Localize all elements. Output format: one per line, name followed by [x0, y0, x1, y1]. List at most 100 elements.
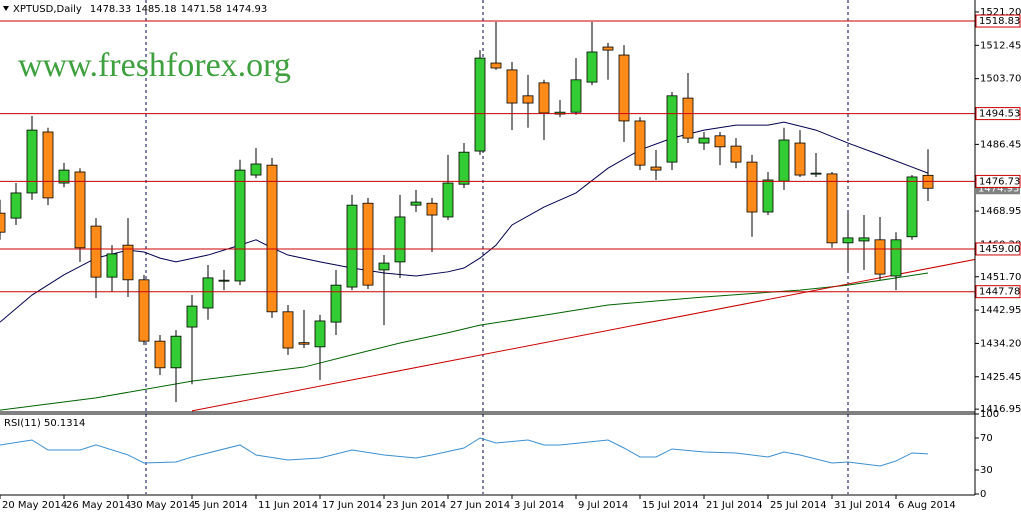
candle-body [858, 237, 870, 242]
open-value: 1478.33 [90, 4, 131, 15]
x-tick-label: 30 May 2014 [130, 500, 195, 511]
candle-body [26, 129, 38, 194]
rsi-panel [0, 414, 929, 494]
current-price-label: 1474.93 [978, 183, 1019, 194]
close-value: 1474.93 [226, 4, 267, 15]
y-tick-label: 1521.20 [980, 7, 1021, 18]
high-value: 1485.18 [135, 4, 176, 15]
candle-body [666, 95, 678, 163]
candle-body [90, 225, 102, 278]
candle-body [714, 135, 726, 148]
candle-body [682, 97, 694, 139]
candle-body [842, 237, 854, 244]
x-tick-label: 3 Jul 2014 [514, 500, 564, 511]
level-label: 1459.00 [979, 244, 1020, 255]
candle-body [314, 320, 326, 348]
y-tick-label: 1451.70 [980, 272, 1021, 283]
rsi-tick-label: 70 [980, 433, 993, 444]
candle-body [794, 142, 806, 176]
candle-body [234, 169, 246, 282]
candle-body [762, 179, 774, 213]
candle-body [138, 279, 150, 342]
level-label: 1476.73 [979, 176, 1020, 187]
y-tick-label: 1486.45 [980, 139, 1021, 150]
candle-body [778, 139, 790, 182]
rsi-tick-label: 100 [980, 409, 999, 420]
candle-body [362, 202, 374, 286]
rsi-line [0, 437, 929, 467]
x-tick-label: 9 Jul 2014 [578, 500, 628, 511]
candle-body [506, 69, 518, 104]
candle-body [394, 216, 406, 263]
candle-body [746, 161, 758, 213]
candle-body [378, 262, 390, 271]
x-tick-label: 20 May 2014 [2, 500, 67, 511]
candle-body [810, 172, 822, 175]
candle-body [730, 145, 742, 163]
candle-body [250, 163, 262, 176]
candle-body [106, 253, 118, 278]
y-tick-label: 1512.45 [980, 40, 1021, 51]
y-tick-label: 1503.70 [980, 74, 1021, 85]
candle-body [154, 340, 166, 369]
candle-body [346, 204, 358, 288]
x-tick-label: 27 Jun 2014 [450, 500, 510, 511]
level-label-box [975, 174, 1021, 188]
candle-body [74, 171, 86, 249]
x-tick-label: 17 Jun 2014 [322, 500, 382, 511]
candle-body [570, 79, 582, 113]
watermark: www.freshforex.org [18, 47, 291, 84]
candle-body [330, 284, 342, 323]
candle-body [522, 95, 534, 104]
level-label-box [975, 107, 1021, 121]
candle-body [634, 120, 646, 166]
candle-body [218, 279, 230, 282]
main-panel [0, 0, 975, 412]
candle-body [298, 342, 310, 345]
candle-body [0, 212, 6, 233]
candle-body [906, 176, 918, 238]
candle-body [266, 164, 278, 313]
candle-body [10, 192, 22, 219]
candle-body [890, 239, 902, 277]
x-tick-label: 23 Jun 2014 [386, 500, 446, 511]
candle-body [410, 201, 422, 206]
candle-body [458, 151, 470, 185]
level-label-box [975, 285, 1021, 299]
chart-title: XPTUSD,Daily [13, 4, 82, 15]
level-label-box [975, 14, 1021, 28]
x-tick-label: 11 Jun 2014 [258, 500, 318, 511]
chart-header: XPTUSD,Daily 1478.33 1485.18 1471.58 1474.93 [13, 4, 267, 15]
candle-body [442, 182, 454, 218]
candle-body [474, 57, 486, 152]
candle-body [490, 62, 502, 69]
candle-body [618, 54, 630, 122]
candle-body [826, 173, 838, 244]
candle-body [170, 335, 182, 369]
candle-body [58, 169, 70, 184]
rsi-tick-label: 30 [980, 465, 993, 476]
x-tick-label: 31 Jul 2014 [834, 500, 891, 511]
y-tick-label: 1425.45 [980, 372, 1021, 383]
y-tick-label: 1434.20 [980, 338, 1021, 349]
candle-body [698, 137, 710, 144]
indicator-line [191, 258, 975, 412]
indicator-line [0, 121, 929, 323]
candle-body [282, 311, 294, 349]
level-label: 1494.53 [979, 109, 1020, 120]
x-tick-label: 5 Jun 2014 [194, 500, 248, 511]
level-label: 1518.83 [979, 16, 1020, 27]
x-tick-label: 6 Aug 2014 [898, 500, 956, 511]
x-tick-label: 26 May 2014 [66, 500, 131, 511]
candle-body [186, 305, 198, 328]
candle-body [874, 239, 886, 275]
y-tick-label: 1468.95 [980, 206, 1021, 217]
candle-body [42, 131, 54, 199]
rsi-tick-label: 0 [980, 489, 986, 500]
x-tick-label: 21 Jul 2014 [706, 500, 763, 511]
candle-body [202, 277, 214, 309]
level-label-box [975, 242, 1021, 256]
y-tick-label: 1416.95 [980, 404, 1021, 415]
